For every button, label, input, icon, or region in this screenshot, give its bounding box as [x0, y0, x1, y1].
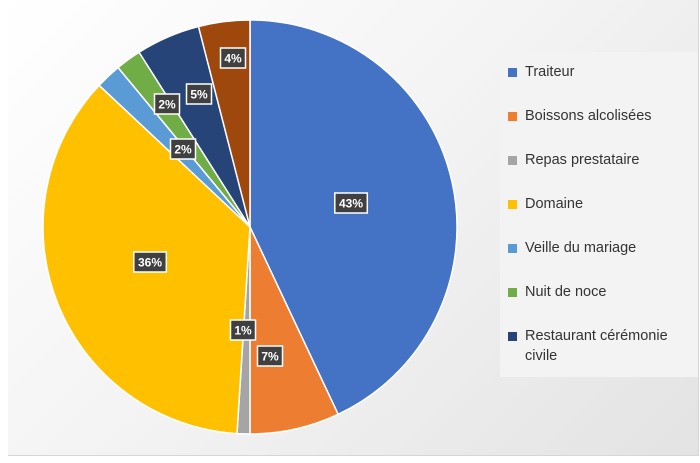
legend-label: Repas prestataire	[525, 152, 640, 168]
pie-slice-traiteur[interactable]	[249, 19, 458, 416]
legend-item[interactable]: Domaine	[508, 194, 698, 214]
pie-slice-unlabeled[interactable]	[197, 19, 251, 228]
legend-label: Domaine	[525, 196, 584, 212]
legend-swatch	[508, 68, 517, 77]
data-label: 36%	[133, 251, 168, 273]
chart-legend[interactable]: Traiteur Boissons alcolisées Repas prestat…	[500, 52, 698, 377]
legend-swatch	[508, 200, 517, 209]
legend-label: Restaurant cérémonie civile	[525, 328, 668, 364]
legend-swatch	[508, 244, 517, 253]
legend-swatch	[508, 156, 517, 165]
data-label: 4%	[219, 47, 247, 69]
legend-item[interactable]: Repas prestataire	[508, 150, 698, 170]
data-label-text: 43%	[339, 197, 363, 211]
data-label-text: 1%	[234, 324, 252, 338]
data-label-text: 36%	[138, 256, 162, 270]
pie-data-labels: 43% 7% 1% 36% 2% 2% 5% 4%	[133, 47, 369, 367]
data-label: 5%	[185, 83, 213, 105]
legend-swatch	[508, 332, 517, 341]
data-label: 2%	[153, 93, 181, 115]
legend-swatch	[508, 288, 517, 297]
legend-label: Traiteur	[525, 64, 575, 80]
legend-item[interactable]: Veille du mariage	[508, 238, 698, 258]
data-label: 2%	[169, 138, 197, 160]
data-label-text: 2%	[174, 143, 192, 157]
legend-item[interactable]: Boissons alcolisées	[508, 106, 698, 126]
legend-label: Boissons alcolisées	[525, 108, 652, 124]
legend-item[interactable]: Traiteur	[508, 62, 698, 82]
data-label: 1%	[229, 319, 257, 341]
legend-label: Nuit de noce	[525, 284, 607, 300]
data-label-text: 5%	[190, 88, 208, 102]
legend-item[interactable]: Nuit de noce	[508, 282, 698, 302]
legend-item[interactable]: Restaurant cérémonie civile	[508, 326, 698, 366]
pie-slices	[42, 19, 458, 435]
legend-swatch	[508, 112, 517, 121]
data-label: 43%	[334, 192, 369, 214]
data-label: 7%	[256, 345, 284, 367]
data-label-text: 7%	[261, 350, 279, 364]
legend-label: Veille du mariage	[525, 240, 637, 256]
data-label-text: 2%	[158, 98, 176, 112]
data-label-text: 4%	[224, 52, 242, 66]
